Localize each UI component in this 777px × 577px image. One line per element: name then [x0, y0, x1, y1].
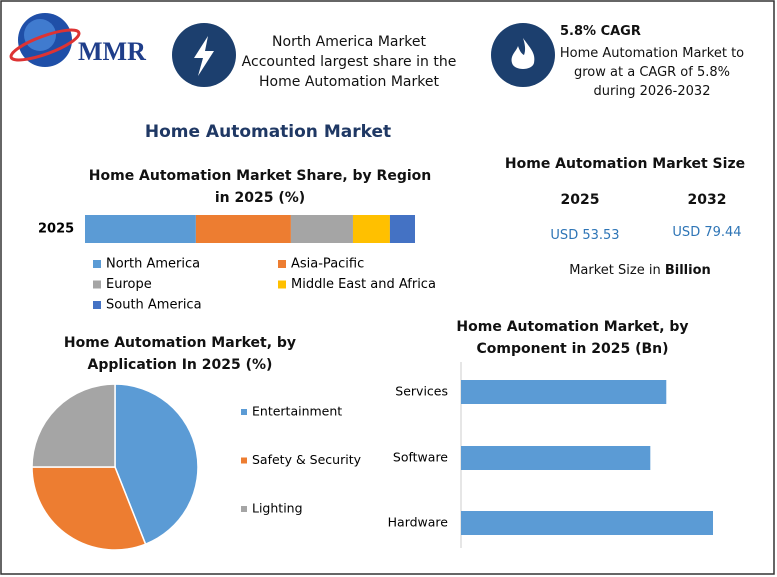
- bar-segment: [389, 215, 415, 243]
- bar-segment: [290, 215, 353, 243]
- size-value: USD 79.44: [672, 225, 742, 240]
- legend-swatch: [93, 260, 101, 268]
- size-title: Home Automation Market Size: [504, 156, 746, 172]
- size-note: Market Size in Billion: [520, 263, 760, 278]
- fact-text: North America Market Accounted largest s…: [241, 34, 457, 90]
- legend-swatch: [241, 506, 247, 512]
- legend-swatch: [241, 409, 247, 415]
- fact-title: 5.8% CAGR: [560, 24, 641, 39]
- category-label: 2025: [38, 222, 74, 237]
- legend-swatch: [241, 457, 247, 464]
- legend-swatch: [278, 280, 286, 289]
- logo-globe: [9, 13, 81, 67]
- year: 2025: [560, 192, 600, 208]
- note-unit: Billion: [664, 263, 711, 278]
- bar: [461, 380, 667, 404]
- bolt-icon: [172, 23, 236, 87]
- chart-title: Home Automation Market, by Component in …: [456, 319, 689, 357]
- bar-segment: [85, 215, 196, 243]
- bar-segment: [352, 215, 390, 243]
- legend-label: Middle East and Africa: [291, 277, 436, 292]
- chart-title: Home Automation Market Share, by Region …: [88, 168, 432, 206]
- pie-slice: [31, 383, 116, 468]
- legend-label: North America: [106, 257, 200, 272]
- size-value: USD 53.53: [550, 228, 620, 243]
- legend-label: Asia-Pacific: [291, 257, 364, 272]
- fact-text: Home Automation Market to grow at a CAGR…: [559, 46, 745, 99]
- category-label: Services: [395, 384, 448, 399]
- legend-swatch: [278, 260, 286, 268]
- bar: [461, 511, 713, 535]
- legend-label: Safety & Security: [252, 452, 362, 467]
- legend-swatch: [93, 280, 101, 289]
- bar: [461, 446, 651, 470]
- chart-title: Home Automation Market, by Application I…: [63, 335, 297, 373]
- legend-label: South America: [106, 298, 202, 313]
- category-label: Hardware: [388, 515, 449, 530]
- main-title: Home Automation Market: [144, 122, 392, 142]
- legend-label: Europe: [106, 277, 152, 292]
- legend-label: Entertainment: [252, 404, 342, 419]
- pie-slice: [114, 383, 199, 546]
- category-label: Software: [393, 450, 448, 465]
- logo-text: MMR: [78, 37, 146, 66]
- bar-segment: [195, 215, 291, 243]
- legend-label: Lighting: [252, 501, 303, 516]
- legend-swatch: [93, 301, 101, 309]
- note-text: Market Size in: [569, 263, 661, 278]
- year: 2032: [687, 192, 727, 208]
- flame-icon: [491, 23, 555, 87]
- pie-slice: [31, 466, 147, 551]
